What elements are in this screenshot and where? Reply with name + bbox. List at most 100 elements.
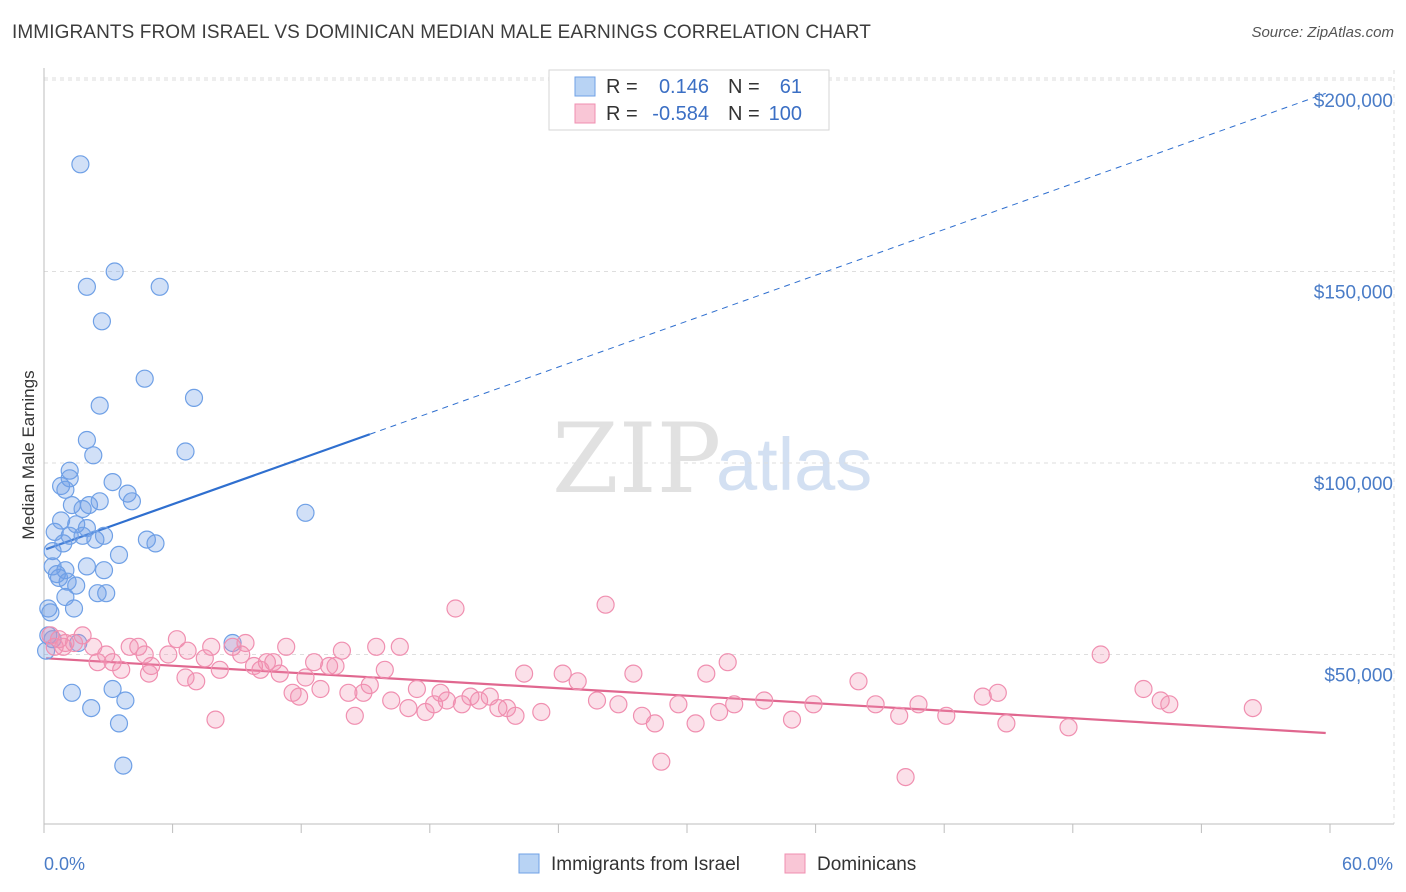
point-dominicans-86	[866, 695, 885, 714]
point-israel-31	[146, 534, 165, 553]
point-israel-43	[97, 584, 116, 603]
point-dominicans-78	[697, 664, 716, 683]
trend-line-dominicans	[46, 657, 1326, 735]
point-dominicans-46	[360, 675, 379, 695]
point-dominicans-76	[669, 695, 688, 714]
point-dominicans-71	[609, 695, 628, 714]
point-israel-23	[51, 511, 71, 530]
point-dominicans-34	[277, 637, 296, 656]
point-dominicans-84	[804, 695, 823, 714]
point-dominicans-44	[345, 706, 364, 725]
point-israel-55	[116, 691, 135, 710]
point-dominicans-81	[725, 695, 744, 714]
point-dominicans-21	[187, 672, 206, 691]
bottom-legend-label-dominicans: Dominicans	[817, 854, 916, 875]
point-israel-20	[73, 499, 92, 519]
point-dominicans-79	[709, 702, 729, 722]
point-dominicans-52	[407, 679, 426, 699]
point-israel-54	[103, 679, 122, 699]
point-dominicans-37	[296, 668, 315, 687]
point-israel-15	[56, 480, 75, 499]
point-dominicans-28	[236, 633, 255, 653]
bottom-legend-swatch-israel	[518, 853, 540, 874]
point-dominicans-39	[311, 679, 330, 699]
point-israel-60	[73, 526, 92, 545]
legend-n-label-israel: N =	[728, 76, 760, 98]
point-dominicans-18	[167, 630, 186, 649]
trend-lines	[45, 92, 1326, 735]
point-israel-13	[103, 473, 122, 492]
point-israel-4	[92, 312, 112, 331]
point-dominicans-95	[1134, 679, 1153, 699]
point-dominicans-87	[890, 706, 909, 725]
point-israel-5	[135, 369, 154, 388]
point-dominicans-94	[1091, 645, 1110, 664]
point-dominicans-65	[514, 664, 534, 683]
point-dominicans-90	[973, 687, 992, 706]
point-dominicans-32	[264, 653, 283, 672]
point-israel-2	[105, 262, 124, 281]
chart-title: IMMIGRANTS FROM ISRAEL VS DOMINICAN MEDI…	[12, 22, 871, 43]
point-dominicans-31	[257, 653, 276, 672]
legend-r-value-israel: 0.146	[659, 76, 709, 98]
legend-swatch-dominicans	[574, 103, 596, 124]
point-dominicans-98	[1243, 698, 1262, 718]
point-israel-17	[122, 492, 141, 511]
point-dominicans-14	[135, 645, 154, 664]
data-points	[36, 155, 1262, 787]
point-dominicans-96	[1151, 691, 1170, 710]
point-israel-9	[84, 446, 103, 465]
point-israel-40	[58, 572, 77, 591]
point-dominicans-15	[142, 656, 161, 676]
point-israel-29	[94, 526, 114, 545]
point-dominicans-67	[553, 664, 572, 683]
x-tick-label-1: 60.0%	[1342, 854, 1393, 874]
point-dominicans-38	[305, 653, 324, 672]
bottom-legend-swatch-dominicans	[784, 853, 806, 874]
top-legend: R = 0.146 N = 61 R = -0.584 N = 100	[548, 69, 830, 131]
point-dominicans-70	[596, 595, 615, 614]
point-dominicans-33	[270, 664, 289, 683]
point-dominicans-11	[112, 660, 131, 679]
point-dominicans-72	[624, 664, 643, 683]
point-israel-59	[47, 564, 67, 584]
point-israel-53	[62, 683, 82, 702]
point-dominicans-27	[232, 645, 251, 664]
point-dominicans-40	[320, 656, 339, 676]
point-dominicans-64	[506, 706, 525, 725]
y-tick-labels: $50,000 $100,000 $150,000 $200,000	[1314, 91, 1393, 687]
axes	[43, 68, 1394, 833]
y-axis-label: Median Male Earnings	[19, 370, 38, 539]
point-israel-10	[176, 442, 195, 461]
point-dominicans-17	[159, 645, 178, 664]
point-dominicans-88	[909, 695, 928, 714]
point-dominicans-6	[73, 626, 92, 645]
point-dominicans-41	[326, 656, 345, 676]
bottom-legend-label-israel: Immigrants from Israel	[551, 854, 740, 875]
y-tick-label-0: $50,000	[1324, 666, 1393, 687]
point-dominicans-89	[937, 706, 956, 725]
point-dominicans-25	[210, 660, 229, 679]
legend-n-value-dominicans: 100	[769, 103, 802, 125]
point-dominicans-66	[532, 702, 551, 722]
legend-r-label-israel: R =	[606, 76, 638, 98]
legend-r-label-dominicans: R =	[606, 103, 638, 125]
point-dominicans-93	[1059, 718, 1078, 737]
point-dominicans-91	[988, 683, 1007, 702]
chart-source: Source: ZipAtlas.com	[1251, 24, 1394, 41]
point-dominicans-97	[1160, 695, 1179, 714]
point-israel-47	[41, 603, 60, 622]
point-dominicans-49	[382, 691, 401, 710]
legend-swatch-israel	[574, 76, 596, 97]
point-dominicans-80	[718, 653, 737, 672]
bottom-legend: Immigrants from Israel Dominicans	[518, 853, 916, 875]
point-israel-33	[43, 541, 62, 561]
point-dominicans-48	[375, 660, 394, 679]
legend-n-value-israel: 61	[780, 76, 802, 98]
point-dominicans-10	[88, 653, 107, 672]
point-israel-1	[77, 277, 97, 296]
point-dominicans-5	[54, 637, 73, 656]
point-dominicans-47	[367, 637, 386, 656]
point-israel-27	[60, 526, 79, 545]
